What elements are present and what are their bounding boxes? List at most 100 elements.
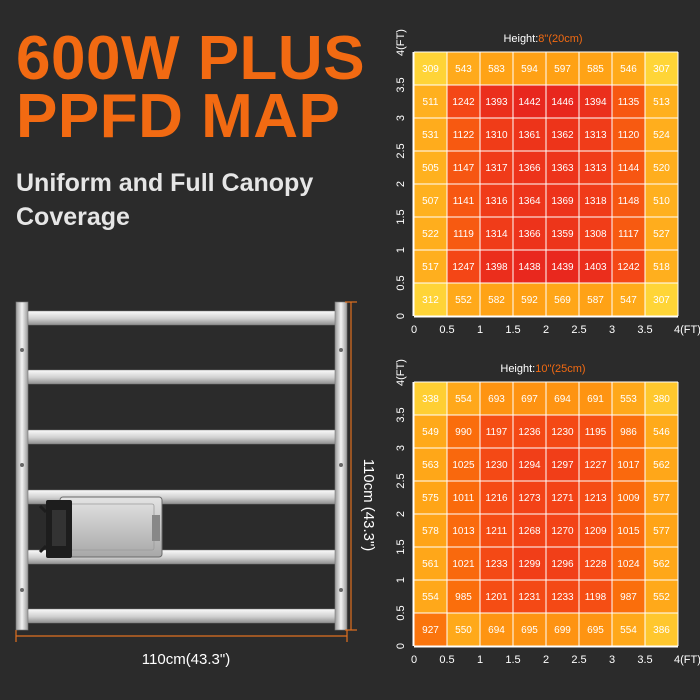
cell-value-label: 1230	[485, 460, 508, 471]
heatmap-cell	[645, 118, 678, 151]
cell-value-label: 511	[423, 97, 439, 108]
y-tick-label: 0.5	[395, 605, 407, 620]
heatmap-cell	[546, 382, 579, 415]
cell-value-label: 520	[653, 163, 670, 174]
heatmap-cell	[513, 52, 546, 85]
heatmap-cell	[447, 151, 480, 184]
cell-value-label: 597	[554, 64, 571, 75]
y-tick-label: 0	[395, 643, 407, 649]
cell-value-label: 549	[422, 427, 439, 438]
heatmap-cell	[447, 217, 480, 250]
heatmap-cell	[447, 85, 480, 118]
x-tick-label: 4(FT)	[674, 654, 700, 666]
cell-value-label: 1227	[584, 460, 607, 471]
cell-value-label: 307	[653, 295, 670, 306]
cell-value-label: 1438	[518, 262, 541, 273]
heatmap-cell	[513, 85, 546, 118]
heatmap-cell	[645, 52, 678, 85]
cell-value-label: 1446	[551, 97, 574, 108]
cell-value-label: 1316	[485, 196, 508, 207]
heatmap-cell	[414, 283, 447, 316]
cell-value-label: 550	[455, 625, 472, 636]
cell-value-label: 1120	[618, 130, 640, 141]
grow-light-product: 110cm (43.3") 110cm(43.3")	[15, 301, 377, 668]
cell-value-label: 307	[653, 64, 670, 75]
cell-value-label: 547	[620, 295, 637, 306]
x-tick-label: 0	[411, 324, 417, 336]
cell-value-label: 577	[653, 493, 670, 504]
heatmap-cell	[612, 151, 645, 184]
heatmap-cell	[612, 382, 645, 415]
cell-value-label: 1228	[584, 559, 607, 570]
heatmap-cell	[414, 85, 447, 118]
cell-value-label: 507	[422, 196, 439, 207]
y-tick-label: 0.5	[395, 275, 407, 290]
cell-value-label: 1361	[518, 130, 541, 141]
chart-title-height: 10"(25cm)	[535, 363, 585, 375]
heatmap-cell	[645, 250, 678, 283]
cell-value-label: 1359	[551, 229, 574, 240]
heatmap-cell	[579, 415, 612, 448]
x-tick-label: 0	[411, 654, 417, 666]
cell-value-label: 1318	[584, 196, 607, 207]
x-tick-label: 1.5	[505, 324, 520, 336]
heatmap-cell	[513, 547, 546, 580]
heatmap-cell	[480, 151, 513, 184]
page-title: 600W PLUS PPFD MAP	[16, 24, 366, 148]
heatmap-cell	[414, 613, 447, 646]
cell-value-label: 592	[521, 295, 538, 306]
cell-value-label: 562	[653, 559, 670, 570]
heatmap-cell	[612, 250, 645, 283]
heatmap-cell	[513, 283, 546, 316]
heatmap-cell	[480, 184, 513, 217]
heatmap-cell	[579, 580, 612, 613]
cell-value-label: 543	[455, 64, 472, 75]
cell-value-label: 1024	[617, 559, 640, 570]
cell-value-label: 553	[620, 394, 637, 405]
cell-value-label: 309	[422, 64, 439, 75]
cell-value-label: 380	[653, 394, 670, 405]
cell-value-label: 1394	[584, 97, 607, 108]
cell-value-label: 1362	[551, 130, 574, 141]
cell-value-label: 563	[422, 460, 439, 471]
title-line-1: 600W PLUS	[16, 24, 366, 93]
cell-value-label: 1297	[551, 460, 574, 471]
heatmap-cell	[546, 184, 579, 217]
chart-title-prefix: Height:	[500, 363, 535, 375]
heatmap-cell	[447, 613, 480, 646]
x-tick-label: 0.5	[439, 654, 454, 666]
heatmap-cell	[480, 580, 513, 613]
rail-hooks	[20, 348, 343, 592]
heatmap-cell	[513, 184, 546, 217]
cell-value-label: 1233	[485, 559, 508, 570]
cell-value-label: 1242	[452, 97, 475, 108]
heatmap-cell	[645, 217, 678, 250]
heatmap-cell	[513, 448, 546, 481]
chart-title: Height:8"(20cm)	[503, 33, 582, 45]
heatmap-cell	[513, 382, 546, 415]
cell-value-label: 577	[653, 526, 670, 537]
cell-value-label: 1442	[518, 97, 541, 108]
cell-value-label: 575	[422, 493, 439, 504]
heatmap-cell	[513, 613, 546, 646]
cell-value-label: 585	[587, 64, 604, 75]
cell-value-label: 386	[653, 625, 670, 636]
cell-value-label: 527	[653, 229, 670, 240]
heatmap-cell	[546, 283, 579, 316]
cell-value-label: 1025	[452, 460, 475, 471]
cell-value-label: 987	[620, 592, 637, 603]
cell-value-label: 1296	[551, 559, 574, 570]
cell-value-label: 927	[422, 625, 439, 636]
cell-value-label: 582	[488, 295, 505, 306]
heatmap-cell	[414, 547, 447, 580]
heatmap-cell	[546, 151, 579, 184]
heatmap-cell	[579, 547, 612, 580]
heatmap-cell	[414, 382, 447, 415]
heatmap-cell	[645, 382, 678, 415]
cell-value-label: 1313	[584, 130, 607, 141]
cell-value-label: 517	[422, 262, 439, 273]
cell-value-label: 1439	[551, 262, 574, 273]
heatmap-cell	[645, 481, 678, 514]
cell-value-label: 1398	[485, 262, 508, 273]
cell-value-label: 1364	[518, 196, 541, 207]
